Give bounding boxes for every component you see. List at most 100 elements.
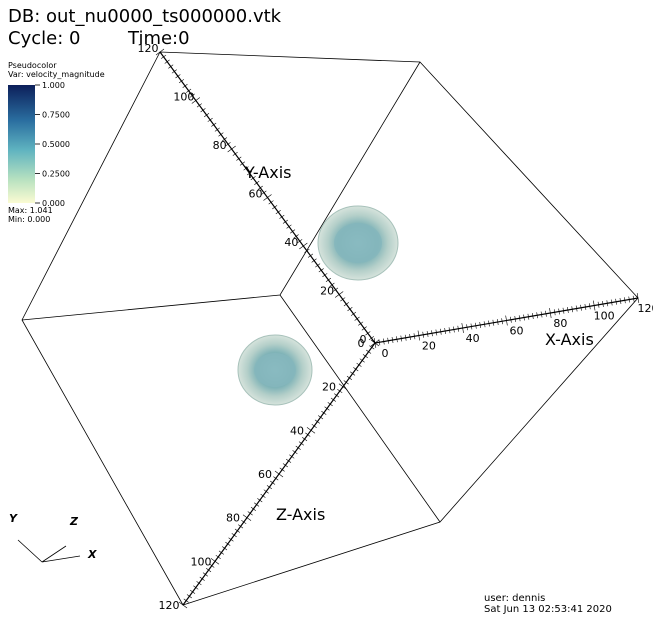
axis-tick <box>488 320 490 327</box>
axis-label: 120 <box>638 302 653 315</box>
axis-tick <box>196 581 202 586</box>
axis-tick <box>225 541 231 546</box>
axis-tick <box>209 563 215 568</box>
axis-tick <box>518 315 521 322</box>
triad-label: Y <box>9 512 18 525</box>
axis-tick <box>182 83 188 88</box>
axis-tick <box>327 402 333 407</box>
axis-tick <box>257 498 263 503</box>
axis-tick <box>196 103 203 108</box>
color-bar <box>8 85 35 203</box>
axis-tick <box>231 533 237 538</box>
axis-tick <box>354 316 360 321</box>
axis-tick <box>606 300 609 307</box>
user: user: dennis <box>484 593 545 604</box>
axis-tick <box>479 321 482 329</box>
axis-tick <box>257 185 263 190</box>
axis-tick <box>329 282 335 287</box>
axis-tick <box>293 234 299 239</box>
axis-tick <box>286 224 292 229</box>
axis-tick <box>260 493 266 498</box>
axis-tick <box>247 511 253 516</box>
axis-tick <box>186 88 192 93</box>
axis-label: 120 <box>159 599 180 612</box>
axis-tick <box>505 315 508 326</box>
axis-tick <box>353 367 359 372</box>
triad-label: X <box>87 548 97 561</box>
axis-tick <box>241 520 247 525</box>
axis-label: 60 <box>258 468 272 481</box>
axis-tick <box>475 322 477 329</box>
axis-tick <box>178 79 185 84</box>
axis-tick <box>558 308 560 315</box>
axis-tick <box>306 427 316 434</box>
axis-tick <box>382 338 385 345</box>
axis-label: 40 <box>466 332 480 345</box>
axis-label: 80 <box>553 317 567 330</box>
axis-label: 0 <box>382 347 389 360</box>
axis-tick <box>337 389 343 394</box>
axis-tick <box>228 537 234 542</box>
axis-tick <box>299 242 308 250</box>
axis-label: 20 <box>322 381 336 394</box>
axis-tick <box>261 190 267 195</box>
axis-tick <box>457 325 460 332</box>
axis-tick <box>307 253 314 258</box>
axis-tick <box>527 313 530 320</box>
axis-tick <box>272 205 278 210</box>
axis-tick <box>200 108 206 113</box>
axis-label: 100 <box>191 555 212 568</box>
axis-tick <box>218 550 224 555</box>
axis-label: 60 <box>249 188 263 201</box>
axis-tick <box>199 576 205 581</box>
axis-tick <box>243 166 249 171</box>
axis-tick <box>619 297 622 305</box>
axis-title: Y-Axis <box>244 163 292 182</box>
axis-tick <box>236 156 242 161</box>
axis-tick <box>369 345 375 350</box>
axis-tick <box>347 307 353 312</box>
axis-tick <box>318 268 324 273</box>
legend-tick-label: 0.7500 <box>42 111 70 120</box>
axis-tick <box>254 502 260 507</box>
bounding-box <box>21 51 639 606</box>
axis-tick <box>593 300 596 311</box>
axis-tick <box>186 594 192 599</box>
axis-tick <box>207 117 213 122</box>
axis-label: 80 <box>213 139 227 152</box>
axis-tick <box>215 554 221 559</box>
axis-tick <box>404 334 407 341</box>
legend-min: Min: 0.000 <box>8 215 50 224</box>
axis-tick <box>588 303 591 310</box>
axis-tick <box>426 330 429 338</box>
axis-tick <box>214 127 220 132</box>
axis-tick <box>536 312 538 319</box>
axis-tick <box>222 546 228 551</box>
cycle: Cycle: 0 <box>8 28 80 49</box>
isosurfaces <box>237 205 399 406</box>
axis-tick <box>343 380 349 385</box>
axis-tick <box>396 336 398 343</box>
axis-tick <box>346 375 352 380</box>
axis-tick <box>324 406 330 411</box>
axis-tick <box>409 333 411 341</box>
axis-tick <box>413 333 416 340</box>
axis-title: X-Axis <box>545 330 594 349</box>
axis-tick <box>365 331 371 336</box>
axis-tick <box>305 432 311 437</box>
axis-label: 40 <box>284 236 298 249</box>
axis-tick <box>334 393 340 398</box>
axis-tick <box>636 293 640 303</box>
axis-tick <box>210 558 220 565</box>
db-name: DB: out_nu0000_ts000000.vtk <box>8 6 282 27</box>
axis-tick <box>492 319 495 326</box>
legend-tick-label: 0.000 <box>42 199 65 208</box>
axis-tick <box>286 458 292 463</box>
axis-tick <box>340 297 346 302</box>
axis-tick <box>356 362 362 367</box>
axis-tick <box>155 48 165 56</box>
axis-tick <box>304 248 310 253</box>
axis-tick <box>417 330 420 341</box>
axis-tick <box>628 296 631 303</box>
axis-tick <box>189 93 195 98</box>
